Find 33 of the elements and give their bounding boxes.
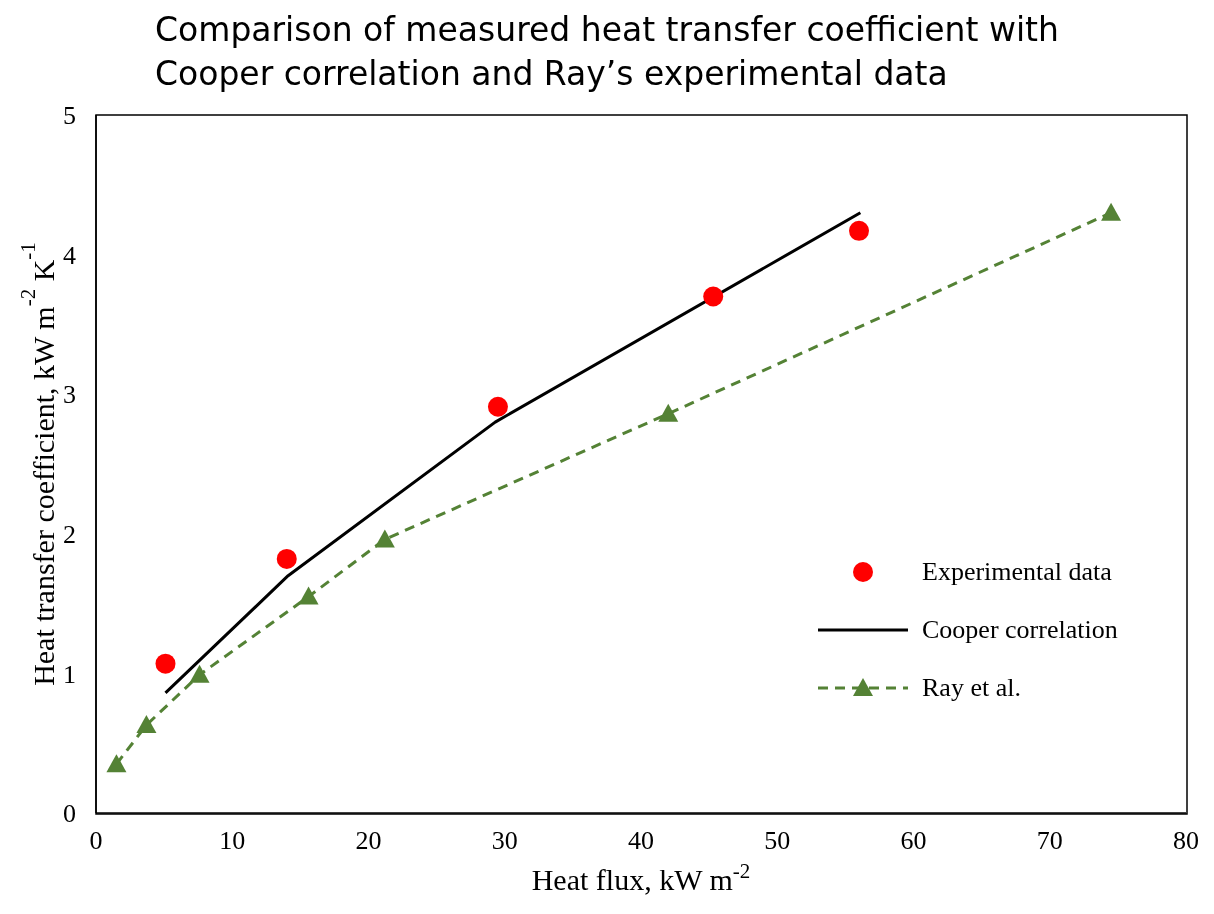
x-tick-label: 50	[764, 826, 791, 856]
y-tick-label: 0	[63, 799, 76, 829]
point	[189, 664, 210, 683]
x-tick-label: 80	[1173, 826, 1199, 856]
y-tick-label: 2	[63, 520, 76, 550]
point	[106, 754, 127, 773]
legend-label: Ray et al.	[922, 673, 1021, 703]
x-tick-label: 0	[89, 826, 103, 856]
x-axis-title: Heat flux, kW m$^{-2}$	[531, 859, 751, 896]
x-tick-label: 60	[900, 826, 927, 856]
x-tick-label: 30	[491, 826, 518, 856]
point	[487, 396, 508, 417]
point	[703, 286, 724, 307]
point	[276, 548, 297, 569]
chart-title: Comparison of measured heat transfer coefficient with Cooper correlation and Ray’s experimental data	[155, 9, 1060, 95]
legend-label: Experimental data	[922, 557, 1112, 587]
point	[136, 715, 157, 734]
legend-label: Cooper correlation	[922, 615, 1118, 645]
y-tick-label: 5	[63, 101, 76, 131]
y-tick-label: 4	[63, 240, 76, 270]
point	[658, 403, 679, 422]
x-tick-label: 40	[628, 826, 654, 856]
point	[849, 220, 869, 241]
point	[155, 653, 176, 674]
line-series	[163, 211, 862, 695]
point	[374, 529, 395, 548]
point	[298, 586, 319, 605]
y-tick-label: 1	[63, 659, 76, 689]
y-tick-label: 3	[63, 380, 76, 410]
point	[1101, 202, 1122, 221]
x-tick-label: 70	[1036, 826, 1063, 856]
x-tick-label: 20	[355, 826, 382, 856]
x-tick-label: 10	[219, 826, 246, 856]
